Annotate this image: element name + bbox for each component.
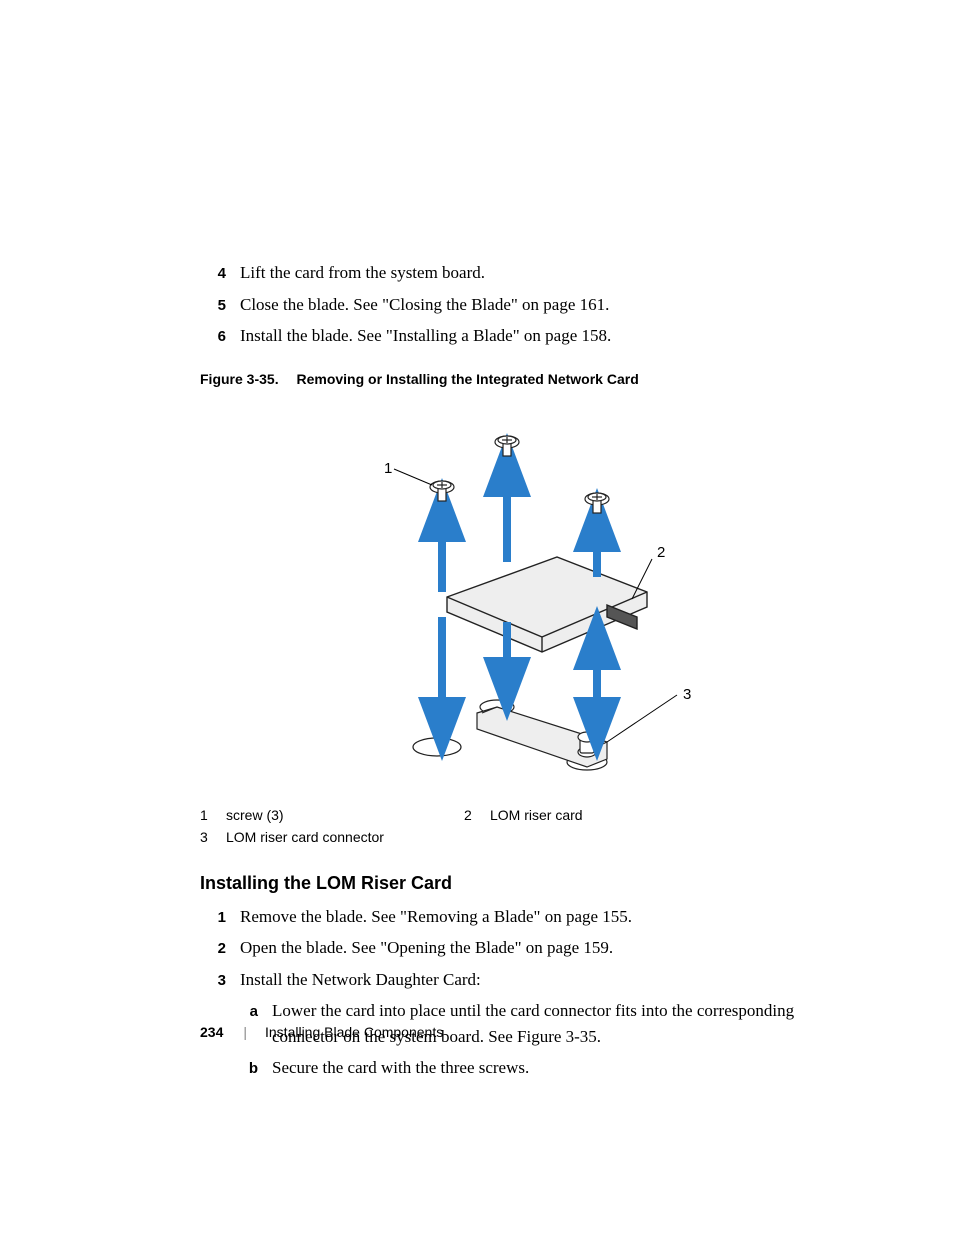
legend-num: 3 — [200, 829, 218, 845]
step-text: Open the blade. See "Opening the Blade" … — [240, 935, 844, 961]
callout-3: 3 — [683, 686, 691, 703]
substep-text: Secure the card with the three screws. — [272, 1055, 844, 1081]
step-row: 3 Install the Network Daughter Card: — [200, 967, 844, 993]
step-text: Close the blade. See "Closing the Blade"… — [240, 292, 844, 318]
figure-title: Removing or Installing the Integrated Ne… — [296, 371, 638, 387]
legend-label: LOM riser card — [490, 807, 720, 823]
bottom-steps-list: 1 Remove the blade. See "Removing a Blad… — [200, 904, 844, 1081]
step-text: Install the Network Daughter Card: — [240, 967, 844, 993]
substep-letter: a — [240, 1001, 258, 1024]
figure-number: Figure 3-35. — [200, 371, 279, 387]
step-text: Install the blade. See "Installing a Bla… — [240, 323, 844, 349]
step-number: 6 — [200, 326, 226, 349]
step-row: 1 Remove the blade. See "Removing a Blad… — [200, 904, 844, 930]
top-steps-list: 4 Lift the card from the system board. 5… — [200, 260, 844, 349]
step-text: Remove the blade. See "Removing a Blade"… — [240, 904, 844, 930]
step-row: 6 Install the blade. See "Installing a B… — [200, 323, 844, 349]
page-number: 234 — [200, 1024, 223, 1040]
step-row: 4 Lift the card from the system board. — [200, 260, 844, 286]
step-text: Lift the card from the system board. — [240, 260, 844, 286]
step-row: 2 Open the blade. See "Opening the Blade… — [200, 935, 844, 961]
footer-section: Installing Blade Components — [265, 1024, 443, 1040]
step-row: 5 Close the blade. See "Closing the Blad… — [200, 292, 844, 318]
substep-row: b Secure the card with the three screws. — [240, 1055, 844, 1081]
step-number: 3 — [200, 970, 226, 993]
legend-num: 2 — [464, 807, 482, 823]
figure-caption: Figure 3-35. Removing or Installing the … — [200, 371, 844, 387]
diagram-svg: 1 2 3 — [307, 407, 737, 797]
page-footer: 234 | Installing Blade Components — [200, 1024, 443, 1040]
legend-num: 1 — [200, 807, 218, 823]
callout-1: 1 — [384, 460, 392, 477]
callout-2: 2 — [657, 544, 665, 561]
substep-letter: b — [240, 1058, 258, 1081]
figure-legend: 1 screw (3) 2 LOM riser card 3 LOM riser… — [200, 807, 844, 845]
legend-label: screw (3) — [226, 807, 456, 823]
section-heading: Installing the LOM Riser Card — [200, 873, 844, 894]
step-number: 2 — [200, 938, 226, 961]
legend-label: LOM riser card connector — [226, 829, 456, 845]
page: 4 Lift the card from the system board. 5… — [0, 0, 954, 1235]
step-number: 5 — [200, 295, 226, 318]
footer-separator: | — [243, 1024, 247, 1040]
step-number: 4 — [200, 263, 226, 286]
figure-box: 1 2 3 — [200, 407, 844, 797]
step-number: 1 — [200, 907, 226, 930]
